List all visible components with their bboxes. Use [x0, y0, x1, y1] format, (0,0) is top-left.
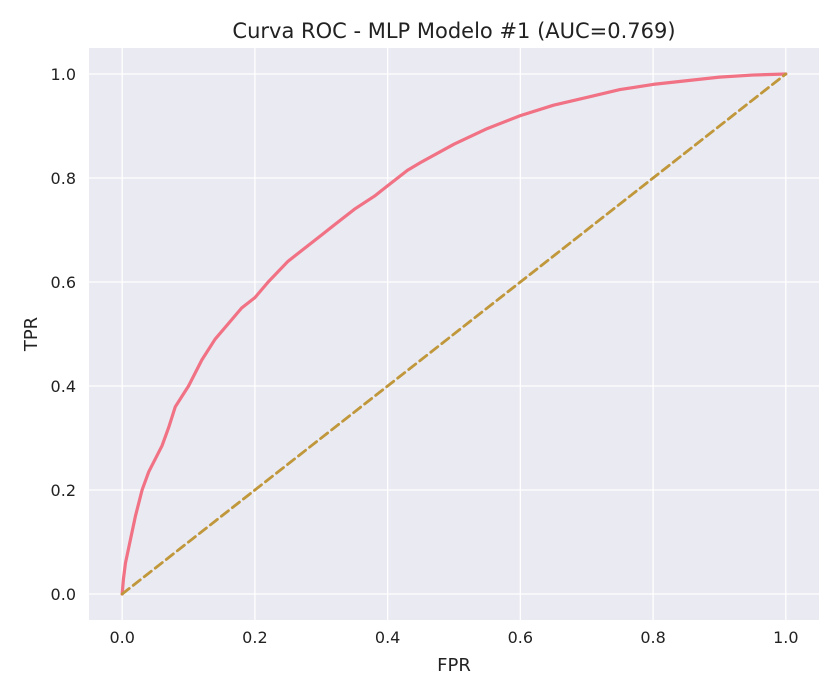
- y-axis-label: TPR: [21, 317, 42, 352]
- roc-curve-line: [120, 72, 788, 596]
- series-layer: [120, 72, 788, 596]
- y-tick-label: 0.4: [51, 377, 76, 396]
- x-axis-label: FPR: [437, 655, 471, 676]
- chart-title: Curva ROC - MLP Modelo #1 (AUC=0.769): [232, 19, 675, 43]
- grid: [89, 48, 819, 620]
- y-tick-label: 0.2: [51, 481, 76, 500]
- y-tick-label: 0.6: [51, 273, 76, 292]
- x-tick-label: 1.0: [773, 628, 798, 647]
- x-tick-label: 0.4: [375, 628, 400, 647]
- x-tick-label: 0.2: [242, 628, 267, 647]
- y-tick-label: 0.8: [51, 169, 76, 188]
- random-classifier-line: [120, 72, 788, 596]
- x-tick-label: 0.8: [640, 628, 665, 647]
- x-tick-label: 0.6: [508, 628, 533, 647]
- y-tick-label: 1.0: [51, 65, 76, 84]
- x-tick-label: 0.0: [109, 628, 134, 647]
- y-tick-label: 0.0: [51, 585, 76, 604]
- tick-labels: 0.0 0.2 0.4 0.6 0.8 1.0 0.0 0.2 0.4 0.6 0.8 1.0: [51, 65, 799, 647]
